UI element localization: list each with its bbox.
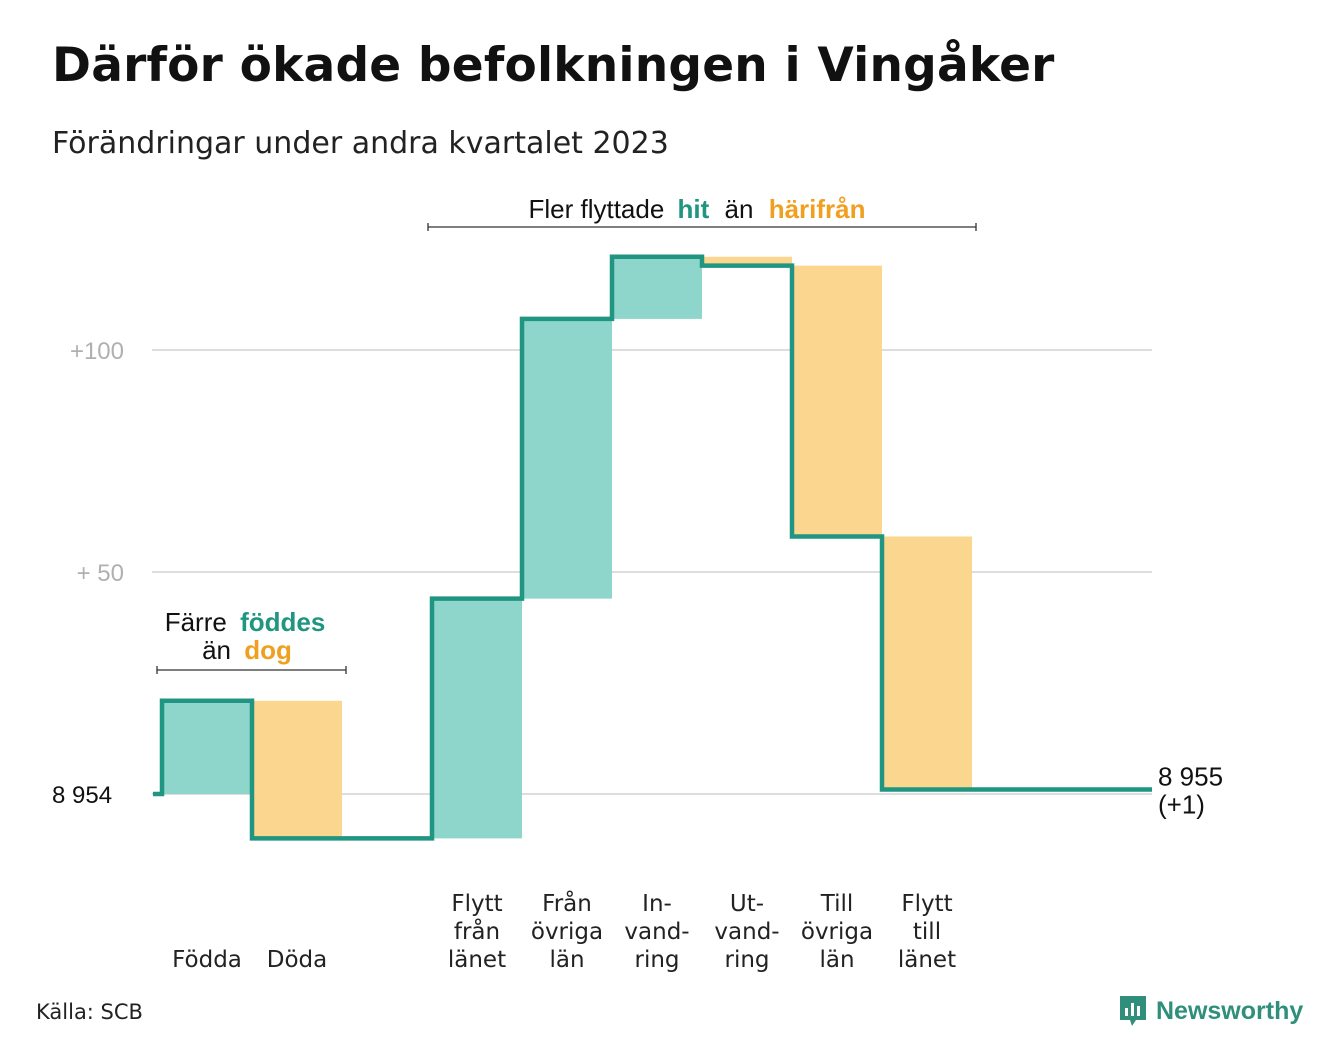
births-annotation-line2: än dog [202,635,292,665]
x-category-label: län [549,947,584,973]
chart-title: Därför ökade befolkningen i Vingåker [52,38,1055,93]
migration-annotation-a: Fler flyttade [528,194,664,224]
x-category-label: länet [448,947,506,973]
x-category-label: Från [542,889,592,917]
bar-decrease [882,536,972,790]
x-category-label: ring [724,947,769,973]
x-category-label: ring [634,947,679,973]
x-category-label: Flytt [901,891,952,917]
x-category-label: länet [898,947,956,973]
x-category-label: Döda [267,947,327,973]
births-annotation-line1: Färre föddes [165,607,326,637]
x-category-label: Födda [172,947,242,973]
x-category-label: In- [642,891,672,917]
bar-decrease [252,700,342,839]
newsworthy-logo-icon [1120,996,1146,1026]
migration-annotation-hit: hit [678,194,710,224]
bar-decrease [792,265,882,537]
x-category-label: län [819,947,854,973]
source-note: Källa: SCB [36,1000,143,1024]
bar-increase [522,318,612,599]
x-category-label: vand- [714,919,779,945]
bar-decrease [702,256,792,266]
bar-increase [612,256,702,319]
x-category-label: från [454,917,500,945]
end-change-label: (+1) [1158,790,1205,820]
end-value-label: 8 955 [1158,762,1223,792]
x-category-label: vand- [624,919,689,945]
chart-subtitle: Förändringar under andra kvartalet 2023 [52,126,669,161]
migration-annotation-harifran: härifrån [769,194,866,224]
bar-increase [432,598,522,839]
x-category-label: till [913,919,941,945]
x-category-label: övriga [801,919,873,945]
x-category-label: Till [820,891,854,917]
migration-annotation: Fler flyttade hit än härifrån [528,194,865,224]
base-value-label: 8 954 [52,782,112,809]
brand-logo: Newsworthy [1118,994,1303,1028]
x-category-label: Ut- [730,891,764,917]
y-tick-label: +100 [70,338,124,365]
bar-increase [162,700,252,794]
cumulative-step-line [153,254,1152,841]
migration-annotation-an: än [725,194,754,224]
births-bracket [156,666,347,674]
x-category-label: Flytt [451,891,502,917]
y-tick-label: + 50 [77,560,124,587]
x-category-label: övriga [531,919,603,945]
brand-name: Newsworthy [1156,996,1304,1025]
migration-bracket [427,223,977,231]
